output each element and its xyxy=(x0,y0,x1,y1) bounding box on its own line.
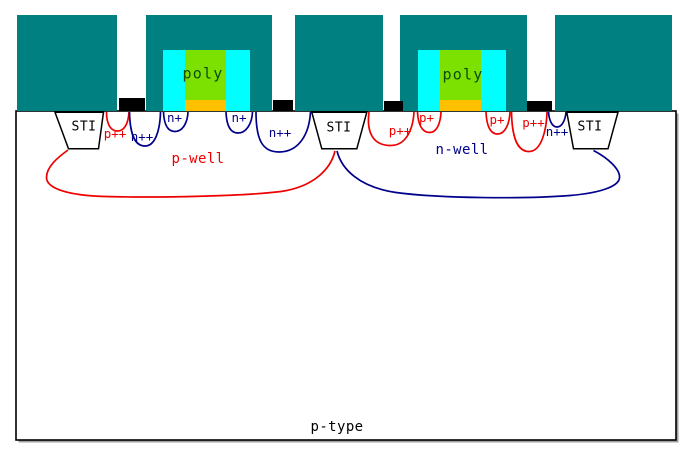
sti-trench-2 xyxy=(310,111,368,150)
n-plus-label-2: n+ xyxy=(231,109,247,125)
field-block-3 xyxy=(295,15,383,111)
n-plus-label-1: n+ xyxy=(166,109,183,125)
n-plus-plus-label-3: n++ xyxy=(545,123,569,139)
poly-gate-label-1: poly xyxy=(182,64,224,83)
p-plus-plus-label-1: p++ xyxy=(103,125,127,141)
n-plus-region-2 xyxy=(225,111,254,134)
n-plus-plus-region-2 xyxy=(255,111,312,153)
field-block-5 xyxy=(555,15,672,111)
gate1-oxide xyxy=(185,100,226,111)
gate2-spacer-right xyxy=(481,50,506,111)
n-well-boundary xyxy=(336,149,621,199)
p-plus-region-2 xyxy=(485,111,511,135)
n-plus-plus-region-1 xyxy=(128,111,162,147)
sti-label-1: STI xyxy=(71,119,97,135)
substrate-label: p-type xyxy=(310,419,364,435)
contact-4 xyxy=(527,101,552,111)
n-plus-region-1 xyxy=(162,111,189,133)
n-plus-plus-label-1: n++ xyxy=(130,128,154,144)
p-well-boundary xyxy=(45,149,336,198)
gate1-poly xyxy=(185,50,226,100)
poly-gate-label-2: poly xyxy=(442,65,484,83)
gate2-spacer-left xyxy=(418,50,440,111)
substrate-region xyxy=(15,110,677,441)
gate2-poly xyxy=(440,50,481,100)
contact-2 xyxy=(273,100,293,111)
n-plus-plus-label-2: n++ xyxy=(268,124,292,140)
gate2-oxide xyxy=(440,100,481,111)
p-plus-plus-label-3: p++ xyxy=(522,114,545,130)
n-well-label: n-well xyxy=(435,142,489,158)
p-plus-label-2: p+ xyxy=(489,111,505,127)
p-plus-region-1 xyxy=(416,111,442,134)
p-plus-plus-label-2: p++ xyxy=(388,122,412,138)
contact-1 xyxy=(119,98,145,111)
sti-label-3: STI xyxy=(577,119,603,135)
p-plus-plus-region-1 xyxy=(105,111,130,132)
n-plus-plus-region-3 xyxy=(547,111,567,128)
sti-trench-1 xyxy=(53,111,105,150)
p-plus-label-1: p+ xyxy=(418,109,435,125)
gate1-spacer-left xyxy=(163,50,185,111)
p-well-label: p-well xyxy=(171,151,225,167)
contact-3 xyxy=(384,101,403,111)
sti-trench-3 xyxy=(565,111,619,150)
gate1-spacer-right xyxy=(226,50,250,111)
field-block-1 xyxy=(17,15,117,111)
p-plus-plus-region-2 xyxy=(367,111,415,147)
sti-label-2: STI xyxy=(326,120,352,135)
p-plus-plus-region-3 xyxy=(510,111,548,153)
